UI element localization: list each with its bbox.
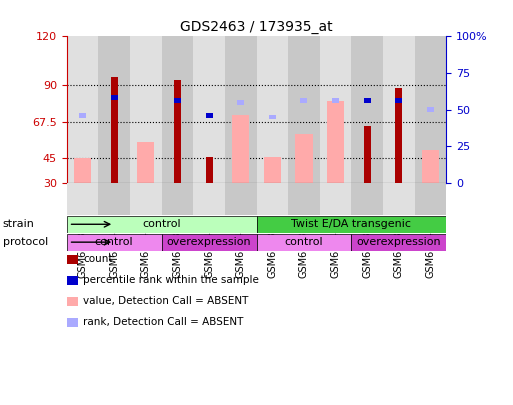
Bar [351, 183, 383, 215]
Bar [351, 36, 383, 183]
Bar [364, 98, 371, 103]
Bar [174, 80, 181, 183]
Bar [301, 98, 307, 103]
Text: strain: strain [3, 219, 34, 229]
Bar [111, 96, 117, 100]
Bar [327, 102, 344, 183]
Bar [332, 98, 339, 103]
Bar [256, 234, 351, 251]
Bar [130, 183, 162, 215]
Bar [111, 77, 117, 183]
Bar [288, 183, 320, 215]
Bar [383, 183, 415, 215]
Bar [427, 107, 434, 112]
Bar [137, 142, 154, 183]
Bar [269, 115, 276, 119]
Bar [74, 158, 91, 183]
Text: control: control [142, 219, 181, 229]
Bar [364, 126, 371, 183]
Bar [422, 150, 439, 183]
Text: control: control [285, 237, 323, 247]
Bar [256, 216, 446, 233]
Bar [193, 183, 225, 215]
Bar [364, 98, 371, 103]
Text: overexpression: overexpression [167, 237, 251, 247]
Bar [67, 183, 98, 215]
Bar [351, 234, 446, 251]
Bar [67, 36, 98, 183]
Bar [383, 36, 415, 183]
Bar [396, 98, 402, 103]
Bar [98, 36, 130, 183]
Bar [396, 88, 402, 183]
Bar [111, 96, 117, 100]
Bar [225, 183, 256, 215]
Text: count: count [83, 254, 113, 264]
Bar [79, 113, 86, 118]
Bar [67, 216, 256, 233]
Bar [193, 36, 225, 183]
Bar [67, 234, 162, 251]
Bar [174, 98, 181, 103]
Bar [130, 36, 162, 183]
Bar [174, 98, 181, 103]
Bar [237, 100, 244, 105]
Bar [98, 183, 130, 215]
Bar [415, 183, 446, 215]
Bar [295, 134, 312, 183]
Bar [256, 36, 288, 183]
Bar [162, 183, 193, 215]
Bar [320, 183, 351, 215]
Bar [162, 234, 256, 251]
Text: overexpression: overexpression [357, 237, 441, 247]
Text: Twist E/DA transgenic: Twist E/DA transgenic [291, 219, 411, 229]
Title: GDS2463 / 173935_at: GDS2463 / 173935_at [180, 20, 333, 34]
Text: value, Detection Call = ABSENT: value, Detection Call = ABSENT [83, 296, 248, 306]
Text: control: control [95, 237, 133, 247]
Bar [162, 36, 193, 183]
Bar [288, 36, 320, 183]
Bar [396, 98, 402, 103]
Text: percentile rank within the sample: percentile rank within the sample [83, 275, 259, 285]
Bar [206, 113, 212, 118]
Text: rank, Detection Call = ABSENT: rank, Detection Call = ABSENT [83, 318, 244, 327]
Bar [320, 36, 351, 183]
Bar [256, 183, 288, 215]
Bar [206, 157, 212, 183]
Bar [415, 36, 446, 183]
Text: protocol: protocol [3, 237, 48, 247]
Bar [225, 36, 256, 183]
Bar [264, 157, 281, 183]
Bar [232, 115, 249, 183]
Bar [206, 113, 212, 118]
